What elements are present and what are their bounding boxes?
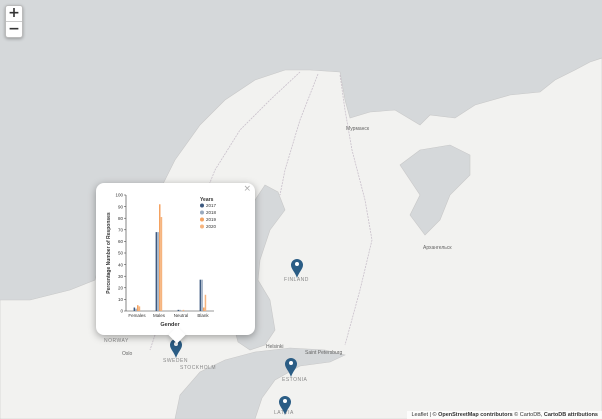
bar bbox=[135, 308, 137, 311]
bar bbox=[182, 309, 185, 311]
map-label-estonia: ESTONIA bbox=[282, 377, 308, 383]
y-tick-label: 60 bbox=[118, 239, 124, 244]
map-label-sweden: SWEDEN bbox=[163, 358, 188, 364]
y-tick-label: 10 bbox=[118, 297, 124, 302]
bar bbox=[155, 232, 158, 311]
attribution-middle: © CartoDB, bbox=[512, 412, 544, 418]
y-tick-label: 40 bbox=[118, 262, 124, 267]
map-label-helsinki: Helsinki bbox=[266, 344, 284, 350]
popup-close-button[interactable]: × bbox=[243, 184, 251, 194]
y-axis-label: Percentage Number of Responses bbox=[106, 212, 112, 294]
x-tick-label: Neutral bbox=[174, 313, 189, 318]
bar bbox=[133, 307, 136, 311]
y-tick-label: 20 bbox=[118, 286, 124, 291]
leaflet-link[interactable]: Leaflet bbox=[411, 412, 428, 418]
map-marker-finland[interactable] bbox=[291, 259, 303, 278]
map-label-arkhangelsk: Архангельск bbox=[423, 245, 452, 251]
map-label-saint-petersburg: Saint Petersburg bbox=[305, 350, 342, 356]
bar bbox=[203, 307, 205, 311]
bar-chart: 0 10 20 30 40 50 60 70 80 90 100 Females Males Neutra… bbox=[106, 193, 217, 328]
legend-swatch bbox=[200, 210, 204, 215]
legend-swatch bbox=[200, 217, 204, 222]
white-sea bbox=[399, 144, 471, 236]
y-tick-label: 100 bbox=[115, 193, 123, 198]
carto-link[interactable]: CartoDB attributions bbox=[543, 412, 598, 418]
bar bbox=[177, 309, 180, 311]
map-label-oslo: Oslo bbox=[122, 351, 133, 357]
border-sweden-finland bbox=[279, 73, 319, 196]
map-label-latvia: LATVIA bbox=[274, 410, 294, 416]
y-tick-label: 80 bbox=[118, 216, 124, 221]
x-tick-label: Females bbox=[128, 313, 146, 318]
legend-entry: 2017 bbox=[206, 203, 217, 208]
bar bbox=[138, 306, 141, 311]
bar bbox=[201, 279, 203, 311]
bar bbox=[159, 204, 161, 311]
baltic-sea bbox=[174, 347, 346, 419]
x-axis-label: Gender bbox=[160, 322, 180, 328]
border-finland-russia bbox=[339, 74, 373, 346]
map-marker-latvia[interactable] bbox=[279, 396, 291, 415]
y-tick-label: 90 bbox=[118, 204, 124, 209]
zoom-control: + − bbox=[5, 5, 23, 38]
attribution: Leaflet | © OpenStreetMap contributors ©… bbox=[407, 411, 602, 419]
bar bbox=[157, 232, 159, 311]
bar bbox=[199, 279, 202, 311]
legend-entry: 2020 bbox=[206, 224, 217, 229]
y-tick-label: 0 bbox=[120, 309, 123, 314]
osm-link[interactable]: OpenStreetMap contributors bbox=[438, 412, 513, 418]
bar bbox=[137, 305, 139, 311]
zoom-out-button[interactable]: − bbox=[6, 21, 22, 37]
legend-title: Years bbox=[200, 197, 214, 203]
bar bbox=[204, 294, 207, 311]
map-label-norway: NORWAY bbox=[104, 338, 129, 344]
zoom-in-button[interactable]: + bbox=[8, 5, 20, 21]
y-tick-label: 30 bbox=[118, 274, 124, 279]
bar bbox=[160, 217, 163, 311]
y-tick-label: 50 bbox=[118, 251, 124, 256]
legend-entry: 2018 bbox=[206, 210, 217, 215]
legend-swatch bbox=[200, 203, 204, 208]
attribution-separator: | © bbox=[428, 412, 439, 418]
x-tick-label: Blank bbox=[197, 313, 209, 318]
map-label-murmansk: Мурманск bbox=[346, 126, 370, 132]
legend-entry: 2019 bbox=[206, 217, 217, 222]
bar bbox=[179, 309, 181, 311]
legend-swatch bbox=[200, 224, 204, 229]
map-label-stockholm: STOCKHOLM bbox=[180, 365, 216, 371]
chart-popup: × 0 10 20 30 40 50 60 70 80 90 100 Females Males Neut… bbox=[96, 183, 255, 344]
map-marker-estonia[interactable] bbox=[285, 358, 297, 377]
y-tick-label: 70 bbox=[118, 228, 124, 233]
map-label-finland: FINLAND bbox=[284, 277, 309, 283]
x-tick-label: Males bbox=[153, 313, 166, 318]
